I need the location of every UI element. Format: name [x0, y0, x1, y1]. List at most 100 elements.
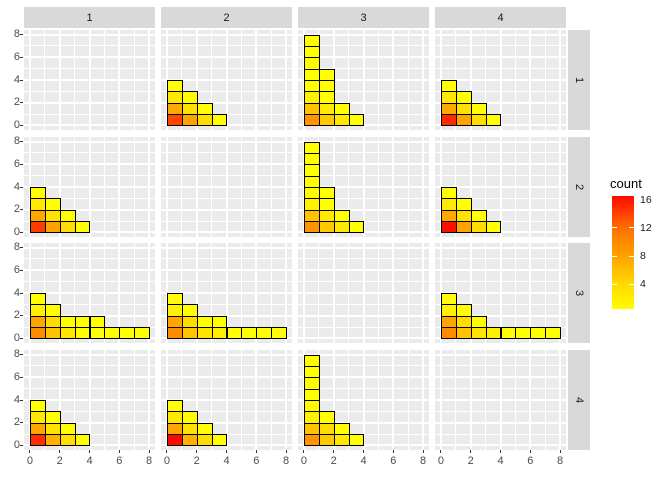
y-tick-mark — [20, 34, 23, 36]
heatmap-tile — [303, 80, 320, 93]
y-tick-mark — [20, 209, 23, 211]
facet-col-strip-label: 4 — [497, 11, 504, 24]
facet-row-strip-1: 1 — [568, 30, 590, 130]
minor-gridline-h — [298, 258, 429, 260]
minor-gridline-h — [161, 45, 292, 47]
heatmap-tile — [440, 221, 457, 234]
y-tick-label: 8 — [13, 28, 20, 41]
heatmap-tile — [29, 198, 46, 211]
facet-panel-r4c3 — [298, 350, 429, 450]
y-tick-mark — [20, 292, 23, 294]
minor-gridline-v — [133, 243, 135, 343]
x-tick-mark — [333, 450, 335, 453]
x-tick-mark — [422, 450, 424, 453]
heatmap-tile — [303, 388, 320, 401]
legend-tick-mark-left — [612, 227, 617, 229]
x-tick-mark — [363, 450, 364, 453]
major-gridline-h — [298, 79, 429, 81]
major-gridline-v — [559, 137, 562, 237]
heatmap-tile — [181, 304, 198, 317]
x-tick-mark — [303, 450, 305, 453]
minor-gridline-h — [161, 152, 292, 154]
heatmap-tile — [348, 114, 365, 127]
minor-gridline-h — [24, 68, 155, 70]
major-gridline-v — [148, 243, 151, 343]
heatmap-tile — [440, 187, 457, 200]
major-gridline-v — [285, 350, 288, 450]
facet-row-strip-4: 4 — [568, 350, 590, 450]
facet-panel-r4c1 — [24, 350, 155, 450]
heatmap-tile — [166, 315, 183, 329]
minor-gridline-v — [103, 30, 105, 130]
major-gridline-h — [24, 269, 155, 272]
heatmap-tile — [29, 293, 46, 306]
heatmap-tile — [29, 209, 46, 223]
major-gridline-h — [24, 376, 155, 379]
y-tick-label: 8 — [13, 348, 20, 361]
heatmap-tile — [74, 221, 91, 234]
major-gridline-h — [435, 33, 566, 36]
heatmap-tile — [59, 422, 76, 436]
heatmap-tile — [44, 304, 61, 317]
heatmap-tile — [166, 411, 183, 424]
major-gridline-v — [118, 137, 121, 237]
major-gridline-h — [161, 269, 292, 272]
heatmap-tile — [59, 327, 76, 340]
major-gridline-h — [298, 376, 429, 379]
minor-gridline-h — [24, 365, 155, 367]
heatmap-tile — [303, 164, 320, 177]
heatmap-tile — [44, 434, 61, 447]
minor-gridline-h — [298, 388, 429, 390]
facet-col-strip-2: 2 — [161, 7, 292, 28]
heatmap-tile — [29, 422, 46, 436]
minor-gridline-h — [161, 258, 292, 260]
facet-panel-r2c2 — [161, 137, 292, 237]
minor-gridline-v — [133, 350, 135, 450]
y-tick-mark — [20, 247, 23, 249]
minor-gridline-h — [298, 152, 429, 154]
x-tick-label: 2 — [193, 455, 200, 467]
heatmap-tile — [440, 209, 457, 223]
heatmap-tile — [318, 187, 335, 200]
major-gridline-h — [161, 56, 292, 59]
y-tick-mark — [20, 354, 23, 356]
minor-gridline-h — [161, 175, 292, 177]
heatmap-tile — [181, 327, 198, 340]
major-gridline-h — [161, 140, 292, 143]
heatmap-tile — [211, 434, 228, 447]
major-gridline-h — [435, 186, 566, 188]
minor-gridline-h — [161, 68, 292, 70]
heatmap-tile — [134, 327, 151, 340]
major-gridline-h — [298, 246, 429, 249]
major-gridline-h — [298, 163, 429, 166]
heatmap-tile — [303, 198, 320, 211]
major-gridline-v — [559, 30, 562, 130]
heatmap-tile — [226, 327, 243, 340]
heatmap-tile — [181, 411, 198, 424]
heatmap-tile — [455, 102, 472, 116]
major-gridline-v — [392, 30, 395, 130]
heatmap-tile — [530, 327, 547, 340]
major-gridline-v — [285, 243, 288, 343]
x-tick-label: 4 — [497, 455, 504, 467]
y-tick-mark — [20, 231, 23, 233]
x-tick-label: 0 — [437, 455, 445, 467]
legend-tick-label: 4 — [640, 278, 646, 291]
y-tick-mark — [20, 141, 23, 143]
x-tick-mark — [440, 450, 442, 453]
major-gridline-v — [392, 137, 395, 237]
heatmap-tile — [166, 434, 183, 447]
minor-gridline-h — [298, 68, 429, 70]
x-tick-mark — [166, 450, 168, 453]
heatmap-tile — [303, 365, 320, 379]
heatmap-tile — [89, 315, 106, 329]
heatmap-tile — [196, 422, 213, 436]
major-gridline-v — [118, 30, 121, 130]
minor-gridline-v — [407, 137, 409, 237]
heatmap-tile — [196, 114, 213, 127]
heatmap-tile — [470, 209, 487, 223]
facet-col-strip-4: 4 — [435, 7, 566, 28]
heatmap-tile — [440, 102, 457, 116]
heatmap-tile — [181, 434, 198, 447]
